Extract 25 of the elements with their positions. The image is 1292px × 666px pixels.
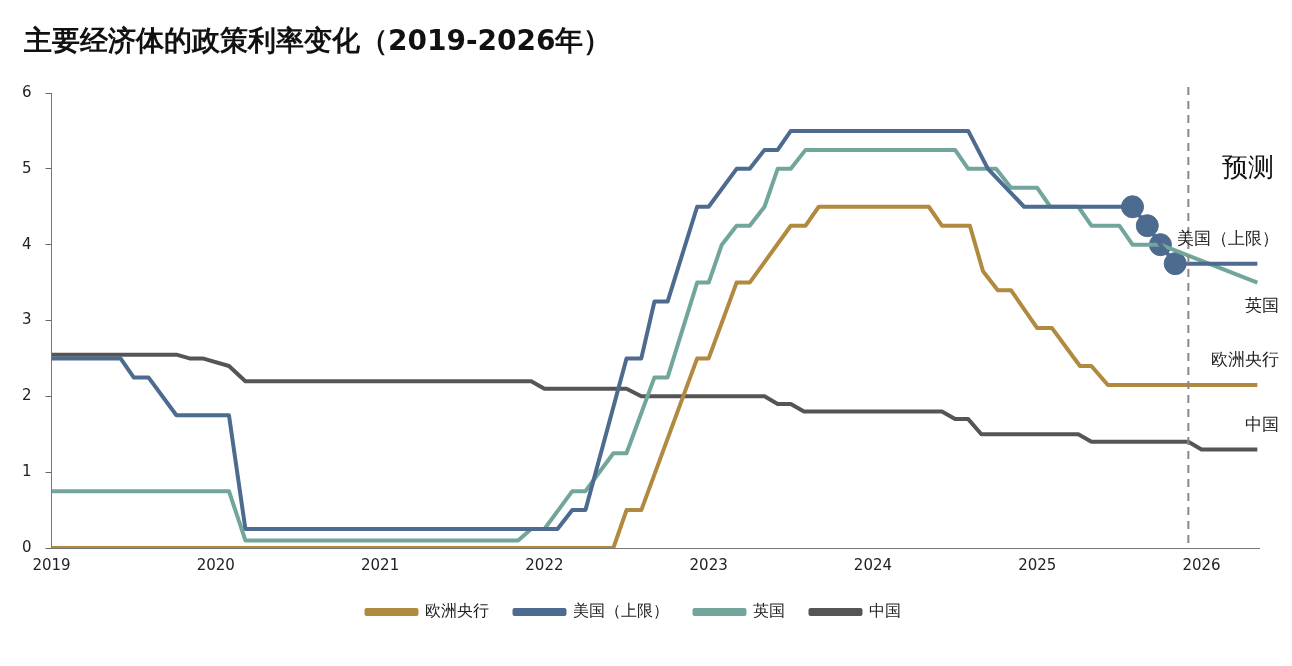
y-tick-label: 1: [22, 462, 32, 481]
y-tick-label: 5: [22, 158, 32, 177]
x-tick-label: 2019: [32, 555, 71, 574]
legend-label: 美国（上限）: [572, 601, 669, 621]
x-tick-label: 2020: [196, 555, 235, 574]
ref-line-label: 预测: [1222, 151, 1275, 182]
x-tick-label: 2026: [1182, 555, 1221, 574]
legend-label: 欧洲央行: [424, 601, 489, 621]
x-tick-label: 2024: [853, 555, 893, 574]
x-tick-label: 2022: [525, 555, 564, 574]
y-tick-label: 3: [22, 310, 32, 329]
x-tick-label: 2023: [689, 555, 728, 574]
legend-label: 英国: [752, 601, 785, 621]
x-tick-label: 2021: [361, 555, 400, 574]
y-tick-label: 6: [22, 82, 32, 101]
y-tick-label: 4: [22, 234, 32, 253]
legend-label: 中国: [868, 601, 901, 621]
y-tick-label: 2: [22, 386, 32, 405]
chart-title: 主要经济体的政策利率变化（2019-2026年）: [23, 23, 613, 59]
text: 中国: [1245, 413, 1280, 434]
x-tick-label: 2025: [1018, 555, 1057, 574]
text: 美国（上限）: [1177, 228, 1280, 249]
text: 英国: [1245, 295, 1280, 316]
y-tick-label: 0: [22, 537, 32, 556]
text: 欧洲央行: [1211, 349, 1280, 370]
